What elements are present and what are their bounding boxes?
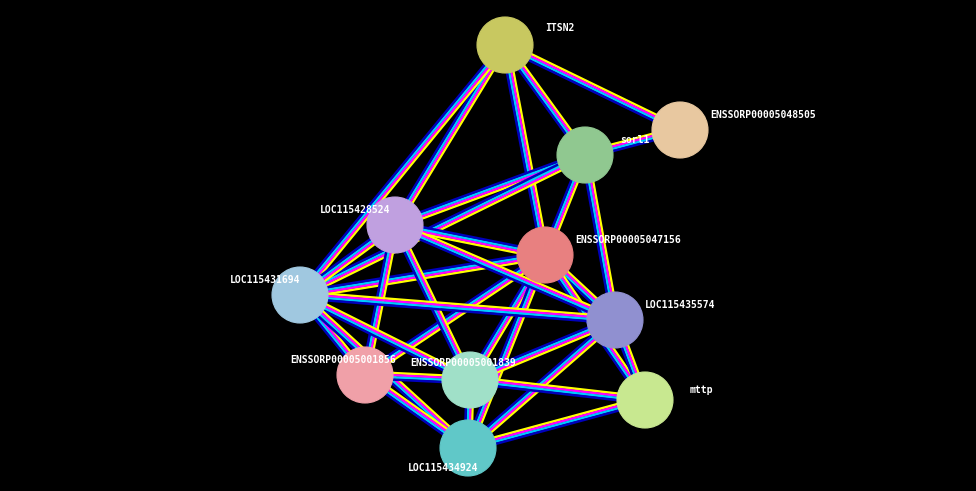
Text: LOC115435574: LOC115435574 <box>645 300 715 310</box>
Circle shape <box>617 372 673 428</box>
Circle shape <box>587 292 643 348</box>
Text: LOC115431694: LOC115431694 <box>230 275 301 285</box>
Text: ENSSORP00005001839: ENSSORP00005001839 <box>410 358 515 368</box>
Circle shape <box>272 267 328 323</box>
Circle shape <box>477 17 533 73</box>
Circle shape <box>517 227 573 283</box>
Circle shape <box>557 127 613 183</box>
Text: sorl1: sorl1 <box>620 135 649 145</box>
Text: LOC115434924: LOC115434924 <box>408 463 478 473</box>
Circle shape <box>442 352 498 408</box>
Text: mttp: mttp <box>690 385 713 395</box>
Circle shape <box>652 102 708 158</box>
Text: ENSSORP00005047156: ENSSORP00005047156 <box>575 235 680 245</box>
Circle shape <box>367 197 423 253</box>
Text: LOC115428524: LOC115428524 <box>320 205 390 215</box>
Text: ITSN2: ITSN2 <box>545 23 574 33</box>
Circle shape <box>440 420 496 476</box>
Text: ENSSORP00005048505: ENSSORP00005048505 <box>710 110 816 120</box>
Text: ENSSORP00005001856: ENSSORP00005001856 <box>290 355 395 365</box>
Circle shape <box>337 347 393 403</box>
